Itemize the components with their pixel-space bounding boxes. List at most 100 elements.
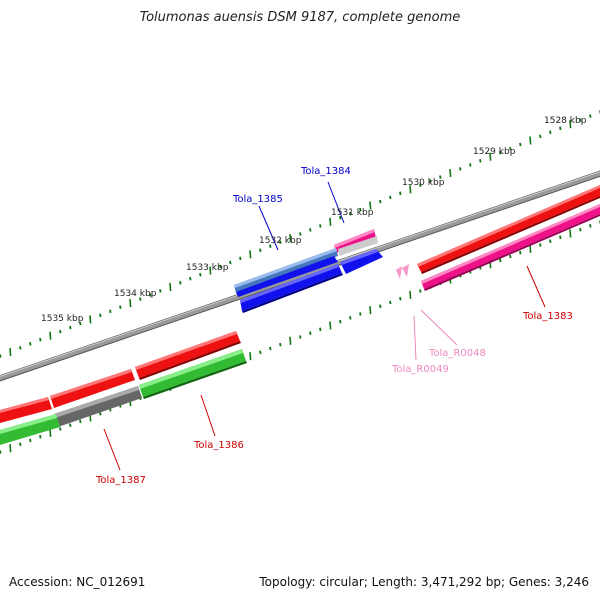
ruler-upper-tick [389, 195, 392, 200]
ruler-lower-tick [339, 319, 342, 324]
gene-labels: Tola_1383 Tola_1384 Tola_1385 Tola_1386 … [95, 166, 573, 486]
ruler-upper-tick [69, 325, 72, 330]
ruler-lower-tick [329, 321, 332, 330]
ruler-lower-tick [269, 346, 272, 351]
ruler-upper-tick [149, 293, 152, 297]
ruler-lower-tick [0, 450, 2, 454]
ruler-lower-tick [69, 423, 72, 427]
ruler-upper-tick [29, 342, 32, 346]
ruler-upper-tick [329, 217, 332, 226]
ruler-upper-tick [249, 250, 252, 259]
gene-tola-1387-green[interactable] [0, 414, 60, 445]
ruler-upper-tick [489, 152, 492, 161]
ruler-upper-tick [429, 179, 432, 183]
ruler-upper-tick [299, 232, 302, 236]
ruler-lower-tick [249, 352, 252, 361]
tick-label-1530: 1530 kbp [402, 178, 445, 188]
ruler-upper-tick [99, 313, 102, 318]
kbp-labels: 1528 kbp 1529 kbp 1530 kbp 1531 kbp 1532… [41, 116, 587, 324]
ruler-upper-tick [509, 146, 512, 151]
ruler-upper-tick [239, 256, 242, 261]
ruler-upper-tick [369, 201, 372, 210]
tick-label-1532: 1532 kbp [259, 236, 302, 246]
ruler-lower-tick [289, 336, 292, 345]
gene-tola-1385-steelblue[interactable] [234, 248, 338, 293]
tick-label-1531: 1531 kbp [331, 208, 374, 218]
tick-label-1529: 1529 kbp [473, 147, 516, 157]
ruler-upper-tick [399, 191, 402, 196]
ruler-lower-tick [549, 239, 552, 243]
ruler-upper-tick [289, 234, 292, 243]
ruler-upper-tick [359, 207, 362, 212]
ruler-lower-tick [529, 244, 532, 253]
gene-label-tola-r0048[interactable]: Tola_R0048 [428, 348, 486, 359]
ruler-lower-tick [39, 434, 42, 439]
ruler-lower-tick [399, 296, 402, 301]
gene-tola-1383-forward[interactable] [417, 185, 600, 274]
gene-label-tola-1384[interactable]: Tola_1384 [300, 166, 351, 177]
genome-summary-text: Topology: circular; Length: 3,471,292 bp… [259, 575, 589, 589]
accession-text: Accession: NC_012691 [9, 575, 146, 589]
ruler-upper-tick [459, 167, 462, 171]
ruler-lower-tick [279, 342, 282, 347]
ruler-upper-tick [219, 264, 222, 269]
gene-tola-1385-blue[interactable] [236, 256, 338, 297]
gene-blue-arrow[interactable] [340, 249, 383, 274]
features [0, 185, 600, 445]
ruler-upper-tick [529, 136, 532, 145]
gene-label-tola-1387[interactable]: Tola_1387 [95, 475, 146, 486]
gene-label-tola-r0049[interactable]: Tola_R0049 [391, 364, 449, 375]
ruler-upper-tick [539, 134, 542, 139]
gene-tola-1386-red[interactable] [135, 331, 241, 380]
ruler-lower-tick [379, 304, 382, 309]
ruler-upper-tick [159, 289, 162, 293]
gene-label-tola-1386[interactable]: Tola_1386 [193, 440, 244, 451]
ruler-upper-tick [269, 244, 272, 248]
ruler-upper-tick [569, 120, 572, 129]
ruler-lower-tick [559, 235, 562, 240]
ruler-upper-tick [469, 163, 472, 167]
gene-tola-1387-gray[interactable] [54, 386, 142, 427]
ruler-lower-tick [99, 411, 102, 416]
gene-label-tola-1385[interactable]: Tola_1385 [232, 194, 283, 205]
ruler-lower-tick [19, 442, 22, 447]
ruler-upper-tick [89, 315, 92, 324]
ruler-upper-tick [439, 175, 442, 179]
ruler-upper-tick [559, 126, 562, 131]
ruler-upper-tick [19, 346, 22, 350]
ruler-lower-tick [509, 254, 512, 259]
ruler-upper-tick [309, 228, 312, 232]
ruler-upper-tick [259, 248, 262, 253]
ruler-lower-tick [9, 444, 12, 453]
ruler-upper-tick [189, 276, 192, 281]
gene-tola-1387-red[interactable] [0, 369, 135, 423]
ruler-lower-tick [319, 327, 322, 332]
ruler-upper-tick [319, 224, 322, 228]
gene-tola-1386-green[interactable] [139, 349, 247, 399]
ruler-upper-tick [339, 215, 342, 220]
ruler-upper-tick [419, 183, 422, 187]
ruler-upper-tick [549, 130, 552, 135]
ruler-upper-tick [229, 260, 232, 265]
ruler-upper-tick [349, 211, 352, 216]
ruler-lower-tick [519, 250, 522, 255]
ruler-lower-tick [299, 335, 302, 339]
ruler-lower-tick [539, 243, 542, 247]
ruler-lower-tick [49, 428, 52, 437]
ruler-upper-tick [109, 309, 112, 314]
ruler-upper-tick [409, 185, 412, 194]
ruler-upper-tick [169, 282, 172, 291]
gene-tola-1384[interactable] [334, 229, 378, 256]
ruler-upper-tick [279, 240, 282, 244]
gene-label-tola-1383[interactable]: Tola_1383 [522, 311, 573, 322]
ruler-lower-tick [409, 290, 412, 299]
ruler-lower-tick [589, 224, 592, 228]
map-title: Tolumonas auensis DSM 9187, complete gen… [139, 10, 461, 25]
rna-tola-r0048[interactable] [402, 264, 409, 277]
ruler-upper-tick [39, 337, 42, 342]
rna-tola-r0049[interactable] [396, 266, 402, 279]
gene-tola-1383-pink[interactable] [421, 204, 600, 291]
ruler-upper-tick [59, 329, 62, 334]
gene-tola-1385-blue-lower[interactable] [240, 264, 343, 313]
tick-label-1535: 1535 kbp [41, 314, 84, 324]
